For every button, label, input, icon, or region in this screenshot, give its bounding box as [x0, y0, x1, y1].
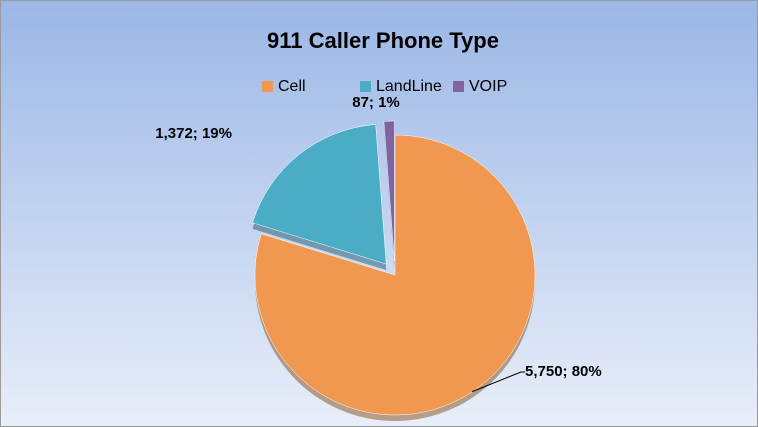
- legend-swatch: [360, 81, 371, 92]
- data-label: 1,372; 19%: [155, 125, 232, 142]
- chart-title: 911 Caller Phone Type: [267, 28, 499, 53]
- legend-swatch: [453, 81, 464, 92]
- legend-label: LandLine: [376, 78, 442, 95]
- legend-label: Cell: [278, 78, 306, 95]
- pie-slice: [383, 120, 395, 262]
- data-label: 87; 1%: [352, 94, 400, 111]
- legend: Cell LandLine VOIP: [262, 78, 507, 95]
- data-label: 5,750; 80%: [525, 363, 602, 380]
- pie-slice: [254, 134, 536, 416]
- legend-label: VOIP: [469, 78, 507, 95]
- legend-swatch: [262, 81, 273, 92]
- data-labels: 5,750; 80% 1,372; 19% 87; 1%: [155, 94, 602, 393]
- pie: [252, 120, 536, 421]
- leader-line: [471, 371, 525, 393]
- pie-slice: [252, 124, 387, 265]
